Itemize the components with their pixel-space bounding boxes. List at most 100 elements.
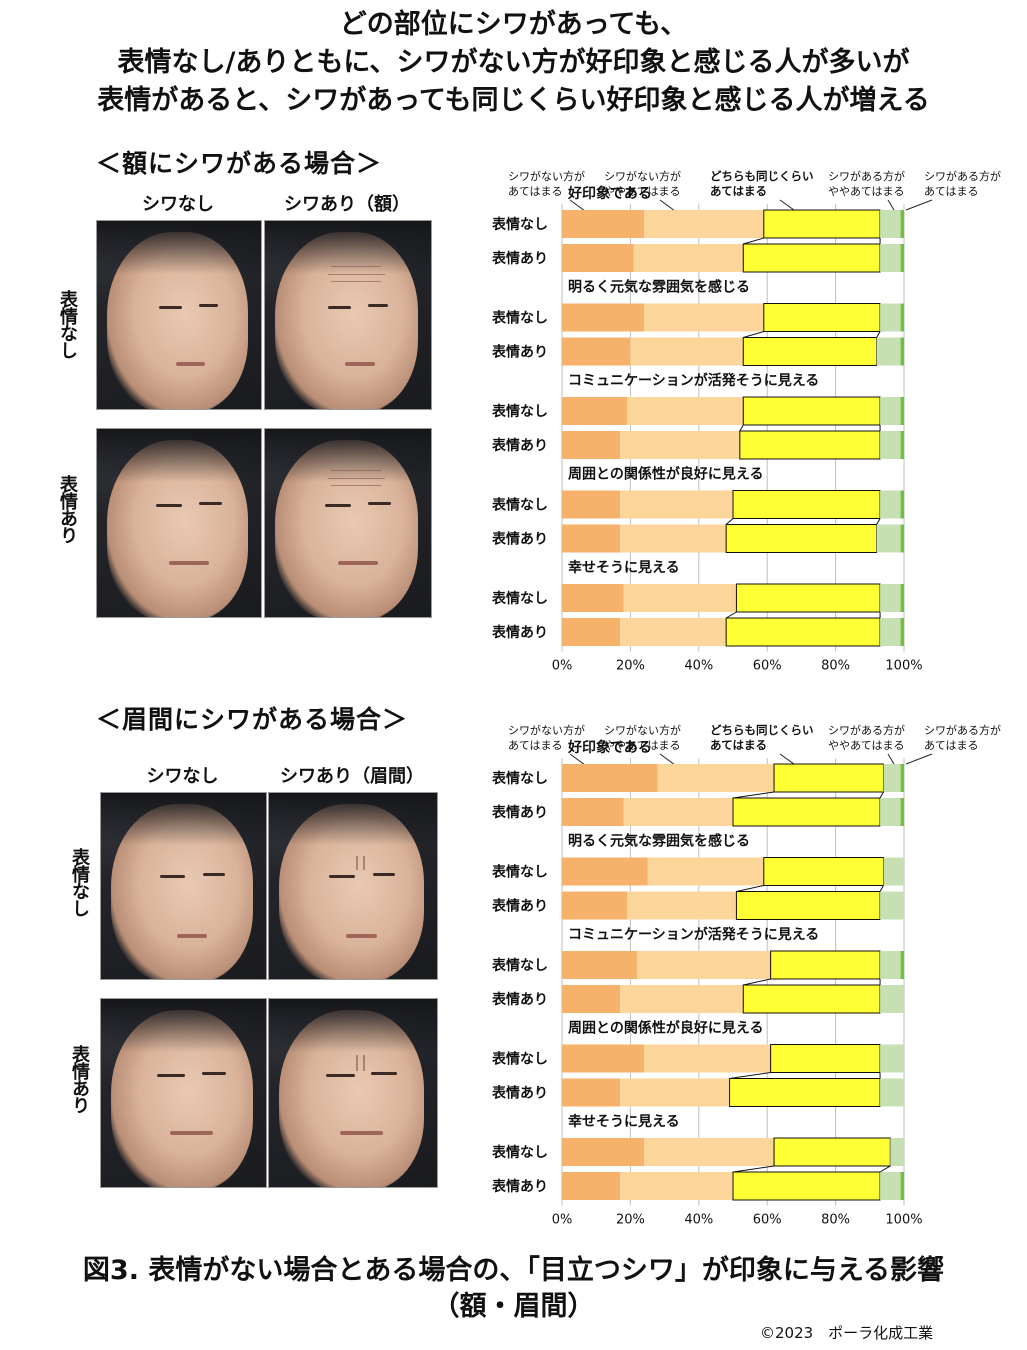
segment-slightly-wrinkle [880,210,901,238]
segment-same [729,1078,881,1107]
segment-slightly-no-wrinkle [647,857,764,886]
col-head-no-wrinkle-2: シワなし [146,766,219,787]
segment-strongly-wrinkle [900,303,904,332]
segment-same [735,891,881,920]
legend-leader-line [905,753,933,765]
segment-slightly-no-wrinkle [644,303,764,332]
segment-strongly-no-wrinkle [562,985,621,1013]
col-head-no-wrinkle: シワなし [142,194,214,215]
segment-slightly-no-wrinkle [633,244,744,272]
segment-slightly-no-wrinkle [626,397,744,425]
segment-slightly-no-wrinkle [620,431,740,459]
segment-strongly-no-wrinkle [562,1172,621,1200]
segment-slightly-wrinkle [880,891,904,920]
segment-slightly-wrinkle [880,431,901,459]
row-label: 表情なし [491,216,548,233]
segment-strongly-wrinkle [900,244,904,272]
segment-same [742,337,878,366]
segment-slightly-wrinkle [880,1172,901,1200]
col-head-wrinkle-glabella: シワあり（眉間） [280,766,424,787]
segment-slightly-wrinkle [880,244,901,272]
headline-line-1: どの部位にシワがあっても、 [339,9,688,40]
segment-strongly-no-wrinkle [562,584,624,612]
segment-same [725,524,878,553]
group-label: 幸せそうに見える [568,1113,680,1130]
legend-leader-line [887,199,895,211]
forehead-no-wrinkle-expression-photo [96,428,262,618]
segment-slightly-no-wrinkle [626,891,737,920]
segment-slightly-wrinkle [883,857,904,886]
segment-strongly-wrinkle [900,490,904,519]
segment-slightly-no-wrinkle [620,1172,733,1200]
x-tick-label: 80% [821,1213,850,1228]
segment-strongly-no-wrinkle [562,337,631,366]
segment-strongly-wrinkle [900,951,904,979]
legend-label: ややあてはまる [828,739,905,752]
legend-label: シワがある方が [828,169,905,183]
legend-label: シワがある方が [924,169,1001,183]
segment-strongly-no-wrinkle [562,303,645,332]
segment-same [763,303,881,332]
series-connector [743,331,764,338]
legend-label: あてはまる [508,185,563,198]
segment-slightly-no-wrinkle [623,798,733,826]
segment-strongly-no-wrinkle [562,1078,621,1107]
segment-slightly-no-wrinkle [644,1138,775,1166]
row-label: 表情なし [491,864,548,881]
series-connector [879,885,884,892]
row-label: 表情あり [491,344,548,361]
row-label: 表情あり [491,531,548,548]
segment-slightly-wrinkle [880,584,901,612]
segment-same [732,797,881,827]
segment-same [742,243,881,273]
row-head-neutral: 表情なし [57,290,78,358]
segment-slightly-no-wrinkle [657,764,775,792]
segment-strongly-wrinkle [900,764,904,792]
segment-slightly-wrinkle [880,618,901,646]
segment-same [735,583,881,613]
segment-strongly-no-wrinkle [562,1138,645,1166]
segment-same [739,430,881,460]
glabella-wrinkle-neutral-photo [268,792,438,980]
glabella-no-wrinkle-neutral-photo [100,792,267,980]
x-tick-label: 20% [616,1213,645,1228]
group-label: 周囲との関係性が良好に見える [568,1020,763,1037]
segment-same [742,396,881,426]
segment-same [763,209,881,239]
group-label: 幸せそうに見える [568,559,680,576]
legend-label: あてはまる [924,739,979,752]
forehead-no-wrinkle-neutral-photo [96,220,262,410]
row-label: 表情なし [491,497,548,514]
x-tick-label: 100% [885,1213,922,1228]
segment-same [725,617,881,647]
segment-strongly-wrinkle [900,618,904,646]
row-label: 表情なし [491,310,548,327]
headline-line-2: 表情なし/ありともに、シワがない方が好印象と感じる人が多いが [117,47,910,78]
segment-strongly-no-wrinkle [562,524,621,553]
legend-label: ややあてはまる [604,739,681,752]
figure-caption-line-1: 図3. 表情がない場合とある場合の、「目立つシワ」が印象に与える影響 [82,1255,945,1286]
legend-label: あてはまる [710,184,767,198]
segment-slightly-no-wrinkle [620,524,727,553]
copyright: ©2023 ポーラ化成工業 [760,1324,934,1342]
row-label: 表情なし [491,770,548,787]
segment-strongly-no-wrinkle [562,951,638,979]
segment-same [742,984,881,1014]
segment-slightly-no-wrinkle [644,210,764,238]
segment-slightly-no-wrinkle [630,337,744,366]
segment-strongly-wrinkle [900,431,904,459]
legend-label: どちらも同じくらい [710,723,814,737]
forehead-wrinkle-neutral-photo [264,220,432,410]
segment-strongly-wrinkle [900,1172,904,1200]
row-head-neutral-2: 表情なし [69,848,90,916]
row-label: 表情あり [491,624,548,641]
segment-slightly-no-wrinkle [620,985,744,1013]
group-label: 周囲との関係性が良好に見える [568,466,763,483]
segment-strongly-no-wrinkle [562,490,621,519]
series-connector [879,1165,891,1173]
x-tick-label: 60% [753,1213,782,1228]
segment-slightly-no-wrinkle [620,618,727,646]
forehead-wrinkle-expression-photo [264,428,432,618]
